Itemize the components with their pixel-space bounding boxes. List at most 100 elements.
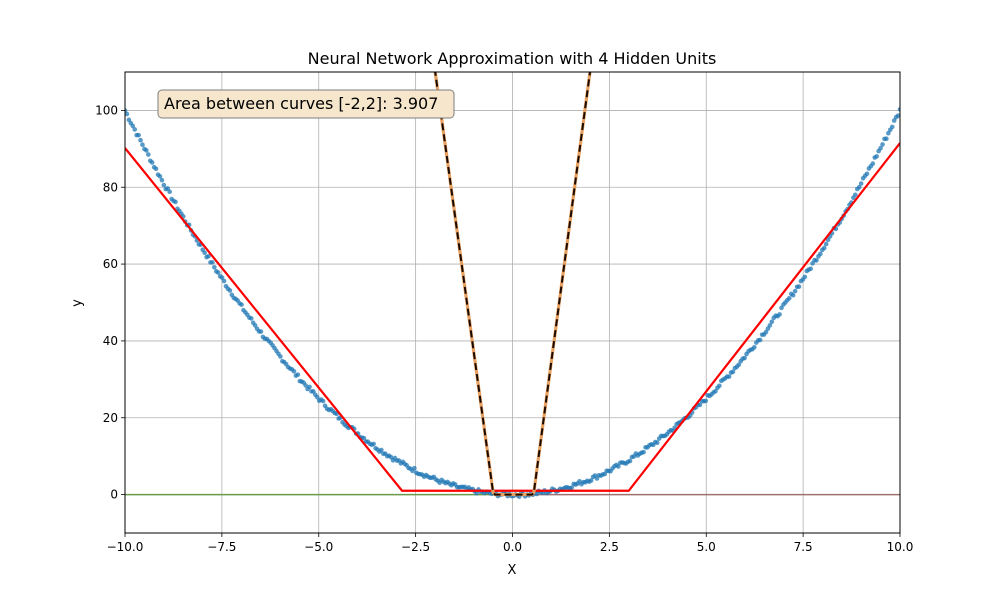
data-point	[303, 383, 308, 388]
data-point	[654, 440, 660, 446]
y-tick-label: 60	[103, 257, 118, 271]
data-point	[886, 130, 891, 136]
data-point	[212, 264, 217, 270]
data-point	[874, 154, 879, 159]
data-point	[307, 384, 312, 390]
data-point	[215, 270, 221, 275]
data-point	[627, 458, 633, 464]
data-point	[146, 152, 151, 157]
data-point	[884, 136, 889, 142]
y-tick-label: 20	[103, 411, 118, 425]
data-point	[125, 111, 130, 117]
data-point	[856, 184, 862, 190]
data-point	[202, 250, 207, 256]
data-point	[149, 160, 155, 165]
x-tick-label: 5.0	[697, 540, 716, 554]
x-tick-label: 7.5	[794, 540, 813, 554]
data-point	[752, 344, 757, 350]
data-point	[210, 260, 215, 265]
data-point	[248, 316, 254, 321]
data-point	[777, 312, 782, 317]
data-point	[823, 241, 829, 247]
data-point	[713, 388, 718, 394]
y-tick-label: 80	[103, 180, 118, 194]
data-point	[278, 354, 283, 359]
data-point	[802, 274, 808, 280]
approximation-line	[125, 142, 900, 492]
data-point	[864, 171, 870, 177]
data-point	[130, 123, 136, 129]
data-point	[697, 402, 703, 408]
data-point	[295, 372, 301, 377]
data-point	[891, 118, 897, 123]
data-point	[371, 441, 376, 447]
data-point	[870, 161, 876, 166]
data-point	[767, 323, 773, 328]
data-point	[889, 124, 895, 130]
data-point	[641, 449, 646, 455]
data-point	[779, 305, 784, 311]
data-point	[569, 485, 575, 490]
x-tick-label: 2.5	[600, 540, 619, 554]
data-point	[880, 142, 885, 147]
data-point	[138, 137, 143, 143]
data-point	[736, 362, 742, 368]
data-point	[153, 166, 159, 172]
data-point	[858, 181, 864, 186]
data-point	[136, 132, 141, 138]
data-point	[742, 355, 747, 361]
x-tick-label: −2.5	[401, 540, 430, 554]
data-point	[206, 253, 211, 259]
data-point	[616, 464, 621, 469]
data-point	[769, 319, 775, 325]
data-point	[140, 142, 145, 148]
data-point	[796, 284, 802, 289]
data-point	[361, 435, 367, 441]
series-layer	[125, 72, 900, 499]
data-point	[814, 258, 819, 263]
ticks: −10.0 −7.5 −5.0 −2.5 0.0 2.5 5.0 7.5 10.0 0 20 40 60…	[95, 103, 913, 554]
data-point	[291, 369, 297, 374]
data-point	[726, 374, 732, 379]
data-point	[157, 174, 163, 179]
data-point	[808, 266, 813, 272]
data-point	[379, 447, 384, 453]
data-point	[474, 490, 479, 496]
data-point	[730, 369, 736, 375]
data-point	[790, 292, 796, 298]
data-point	[825, 237, 831, 243]
data-point	[717, 383, 722, 389]
data-point	[786, 295, 792, 301]
data-point	[252, 323, 258, 328]
chart-title: Neural Network Approximation with 4 Hidd…	[308, 49, 717, 68]
data-point	[314, 394, 320, 400]
data-point	[588, 478, 594, 483]
data-point	[132, 127, 138, 132]
data-point	[125, 108, 128, 113]
annotation-text: Area between curves [-2,2]: 3.907	[164, 94, 438, 113]
y-tick-label: 100	[95, 103, 118, 117]
hidden-unit-line	[434, 72, 591, 496]
data-point	[144, 148, 149, 153]
y-axis-label: y	[70, 299, 85, 307]
x-axis-label: X	[508, 563, 517, 578]
data-point	[173, 199, 178, 205]
annotation-background	[157, 89, 455, 119]
data-point	[853, 192, 858, 198]
data-point	[412, 465, 417, 471]
data-point	[895, 113, 900, 118]
y-tick-label: 40	[103, 334, 118, 348]
data-point	[878, 145, 883, 151]
data-point	[897, 107, 900, 112]
x-tick-label: 10.0	[887, 540, 914, 554]
data-point	[159, 177, 165, 183]
y-tick-label: 0	[110, 488, 118, 502]
data-point	[221, 278, 227, 284]
data-point	[763, 329, 769, 335]
data-point	[227, 288, 233, 293]
data-point	[258, 329, 264, 334]
x-tick-label: −5.0	[304, 540, 333, 554]
annotation-box: Area between curves [-2,2]: 3.907	[157, 89, 455, 119]
data-point	[792, 288, 798, 294]
